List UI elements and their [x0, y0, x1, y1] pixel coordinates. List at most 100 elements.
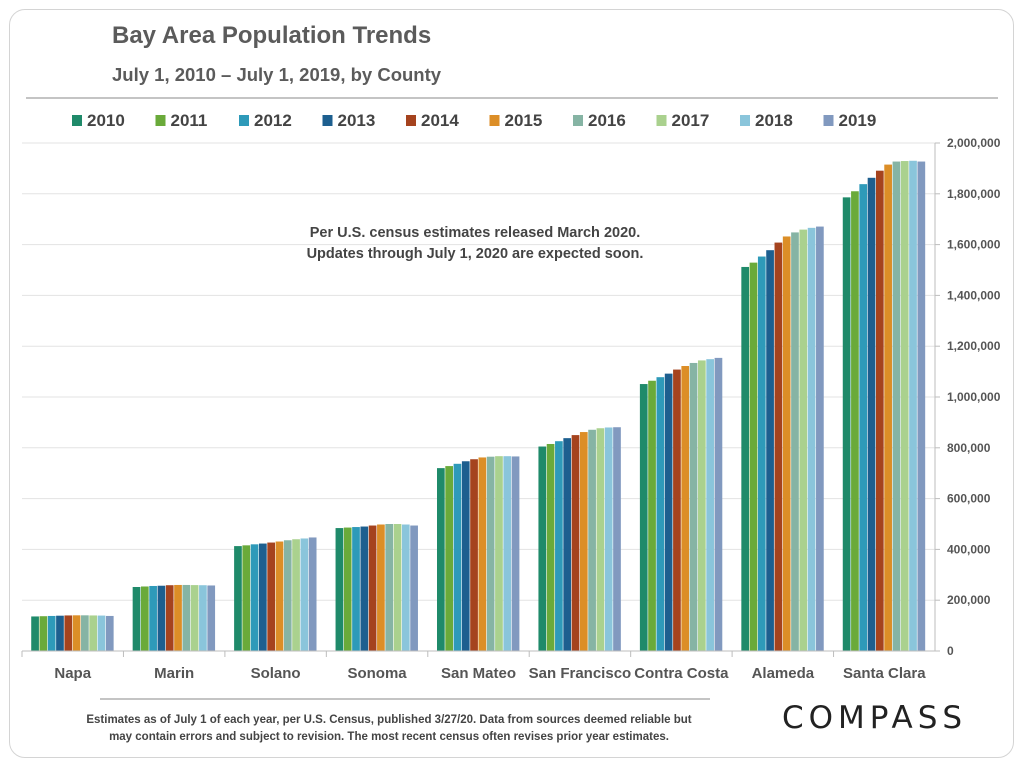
bar [749, 262, 758, 651]
y-tick-label: 0 [947, 644, 954, 658]
chart-subtitle: July 1, 2010 – July 1, 2019, by County [112, 64, 442, 85]
bar [410, 525, 418, 651]
bar [157, 585, 166, 651]
bar [495, 456, 503, 651]
bar [437, 468, 445, 651]
legend-label: 2013 [338, 111, 376, 130]
bar [799, 229, 808, 651]
bar [401, 524, 410, 651]
bar [689, 362, 698, 651]
bar [97, 615, 106, 651]
bar [900, 161, 909, 651]
bar [571, 435, 580, 651]
legend-label: 2015 [505, 111, 543, 130]
bar [335, 528, 344, 651]
bar [478, 457, 487, 651]
bar [807, 227, 816, 651]
bar [72, 615, 81, 651]
legend-swatch [322, 115, 333, 126]
annotation-line-1: Per U.S. census estimates released March… [310, 225, 640, 241]
bar [867, 177, 876, 651]
legend-label: 2014 [421, 111, 459, 130]
legend-label: 2019 [839, 111, 877, 130]
bar [250, 544, 259, 651]
bar [149, 585, 157, 651]
bar [174, 584, 182, 651]
footnote: Estimates as of July 1 of each year, per… [44, 712, 734, 745]
y-tick-label: 400,000 [947, 542, 991, 556]
legend-swatch [656, 115, 667, 126]
bar [697, 360, 706, 651]
y-tick-label: 1,800,000 [947, 187, 1001, 201]
legend-label: 2012 [254, 111, 292, 130]
footer-divider [100, 698, 710, 700]
footnote-line-2: may contain errors and subject to revisi… [109, 730, 669, 743]
x-tick-label: Alameda [752, 665, 815, 682]
bar [207, 585, 216, 651]
slide-frame [9, 9, 1014, 758]
legend-swatch [406, 115, 416, 126]
bar [292, 539, 300, 651]
bar [791, 232, 799, 651]
bar [741, 266, 750, 651]
bar [673, 369, 681, 651]
bar [445, 466, 453, 651]
bar [56, 615, 64, 651]
legend-swatch [740, 115, 750, 126]
bar [377, 524, 385, 651]
bar [596, 428, 605, 651]
bar [613, 427, 621, 651]
bar [656, 377, 665, 651]
y-tick-label: 200,000 [947, 593, 991, 607]
bar [664, 373, 673, 651]
bar [917, 161, 926, 652]
bar [190, 585, 199, 651]
bar [757, 256, 766, 651]
legend-swatch [72, 115, 82, 126]
legend-swatch [823, 115, 834, 126]
x-tick-label: Santa Clara [843, 665, 926, 682]
bar [604, 427, 613, 651]
y-tick-label: 800,000 [947, 441, 991, 455]
bar [182, 584, 191, 651]
bar [81, 615, 89, 651]
legend-label: 2010 [87, 111, 125, 130]
bar [588, 429, 596, 651]
bar [774, 242, 783, 651]
legend-label: 2018 [755, 111, 793, 130]
legend-swatch [155, 115, 166, 126]
bar [555, 441, 563, 651]
bar [486, 456, 495, 651]
bar [546, 443, 555, 651]
bar [368, 525, 377, 651]
bar [47, 615, 56, 651]
bar [352, 527, 360, 651]
legend-swatch [489, 115, 500, 126]
bar [132, 586, 141, 651]
x-tick-label: Solano [251, 665, 301, 682]
bar [105, 615, 114, 651]
footnote-line-1: Estimates as of July 1 of each year, per… [86, 714, 692, 726]
bar [503, 456, 512, 651]
bar [909, 160, 917, 651]
legend-label: 2017 [672, 111, 710, 130]
bar [89, 615, 98, 651]
bar [283, 540, 292, 651]
bar [859, 184, 868, 651]
y-tick-label: 1,000,000 [947, 390, 1001, 404]
bar [511, 456, 520, 651]
bar [648, 380, 656, 651]
bar [766, 250, 774, 652]
bars [31, 160, 926, 652]
y-axis: 0 200,000 400,000 600,000 800,000 1,000,000 1,… [934, 136, 1001, 658]
x-tick-label: Marin [154, 665, 194, 682]
legend-swatch [573, 115, 583, 126]
x-axis: Napa Marin Solano Sonoma San Mateo San Franci… [21, 650, 935, 682]
bar [470, 459, 478, 651]
x-tick-label: Sonoma [347, 665, 407, 682]
bar [842, 197, 851, 651]
bar [300, 538, 309, 651]
bar [816, 226, 824, 652]
bar [393, 524, 402, 651]
bar [714, 357, 723, 651]
